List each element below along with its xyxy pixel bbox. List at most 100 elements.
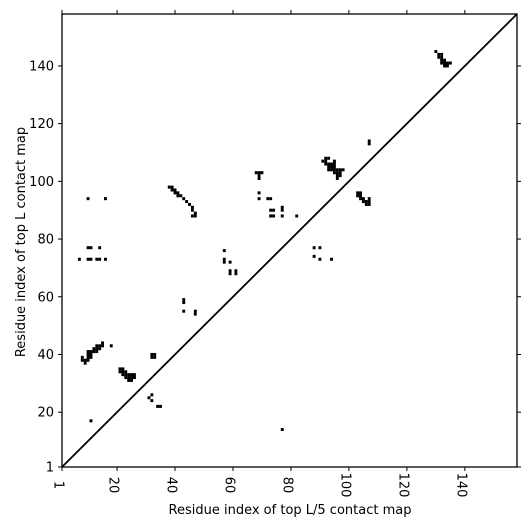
- contact-point: [327, 156, 331, 160]
- y-tick-label: 140: [29, 59, 54, 74]
- contact-point: [269, 214, 273, 218]
- contact-point: [130, 378, 134, 382]
- contact-point: [182, 301, 186, 305]
- contact-point: [121, 373, 125, 377]
- contact-point: [269, 197, 273, 201]
- contact-point: [86, 355, 90, 359]
- contact-point: [83, 361, 87, 365]
- contact-point: [77, 257, 81, 261]
- contact-point: [254, 171, 258, 175]
- contact-point: [327, 162, 331, 166]
- contact-point: [338, 174, 342, 178]
- contact-point: [98, 246, 102, 250]
- contact-point: [101, 344, 105, 348]
- contact-point: [190, 214, 194, 218]
- contact-point: [167, 185, 171, 189]
- contact-point: [182, 197, 186, 201]
- contact-point: [312, 246, 316, 250]
- contact-point: [124, 373, 128, 377]
- contact-point: [443, 64, 446, 68]
- contact-point: [327, 165, 331, 169]
- contact-point: [434, 49, 438, 54]
- x-tick-label: 140: [453, 473, 468, 498]
- contact-point: [272, 214, 276, 218]
- contact-point: [95, 350, 99, 354]
- x-tick-label: 80: [279, 477, 294, 494]
- contact-point: [89, 257, 93, 261]
- contact-point: [173, 191, 177, 195]
- x-tick-label: 60: [221, 477, 236, 494]
- contact-point: [272, 208, 276, 212]
- contact-point: [367, 139, 371, 143]
- contact-point: [80, 355, 84, 359]
- contact-point: [335, 171, 339, 175]
- contact-point: [330, 165, 333, 169]
- contact-point: [364, 202, 368, 206]
- contact-point: [193, 211, 197, 215]
- contact-point: [332, 171, 336, 175]
- x-tick-label: 1: [51, 481, 66, 489]
- contact-point: [182, 298, 186, 302]
- contact-point: [445, 64, 449, 68]
- contact-point: [440, 61, 444, 65]
- contact-point: [257, 171, 261, 175]
- contact-point: [182, 309, 186, 313]
- contact-point: [190, 205, 194, 209]
- contact-point: [127, 378, 131, 382]
- y-tick-label: 100: [29, 175, 54, 190]
- contact-point: [89, 246, 93, 250]
- contact-point: [280, 427, 284, 432]
- contact-point: [95, 347, 99, 351]
- contact-point: [437, 55, 441, 59]
- contact-point: [257, 197, 261, 201]
- contact-point: [228, 272, 232, 276]
- contact-point: [80, 358, 84, 362]
- x-axis-label: Residue index of top L/5 contact map: [169, 503, 412, 518]
- contact-point: [193, 309, 197, 313]
- contact-point: [257, 191, 261, 195]
- plot-frame: [61, 13, 518, 468]
- contact-point: [332, 162, 336, 166]
- contact-point: [130, 376, 134, 380]
- contact-point: [367, 202, 371, 206]
- contact-point: [190, 208, 194, 212]
- contact-point: [95, 344, 99, 348]
- contact-point: [98, 344, 102, 348]
- contact-point: [222, 257, 226, 261]
- contact-point: [104, 257, 107, 261]
- contact-point: [443, 61, 446, 65]
- contact-point: [127, 373, 131, 377]
- contact-point: [130, 373, 134, 377]
- contact-point: [176, 191, 180, 195]
- contact-point: [443, 58, 446, 62]
- contact-point: [257, 174, 261, 178]
- contact-point: [98, 257, 102, 261]
- contact-point: [356, 194, 360, 198]
- contact-point: [330, 162, 333, 166]
- x-tick-label: 120: [395, 473, 410, 498]
- contact-point: [364, 200, 368, 204]
- contact-point: [359, 191, 362, 195]
- x-tick-label: 20: [106, 477, 121, 494]
- diagonal-line: [61, 13, 518, 468]
- contact-point: [150, 393, 154, 397]
- contact-point: [156, 404, 160, 408]
- contact-point: [332, 168, 336, 172]
- contact-point: [445, 61, 449, 65]
- y-tick-label: 60: [37, 290, 54, 305]
- contact-point: [92, 347, 96, 351]
- contact-point: [193, 312, 197, 316]
- y-tick-label: 80: [37, 233, 54, 248]
- contact-point: [89, 350, 93, 354]
- contact-point: [89, 352, 93, 356]
- contact-point: [321, 159, 325, 163]
- contact-point: [92, 350, 96, 354]
- contact-point: [98, 347, 102, 351]
- contact-point: [318, 257, 322, 261]
- contact-point: [361, 197, 365, 201]
- contact-point: [335, 168, 339, 172]
- contact-point: [185, 200, 189, 204]
- contact-point: [332, 165, 336, 169]
